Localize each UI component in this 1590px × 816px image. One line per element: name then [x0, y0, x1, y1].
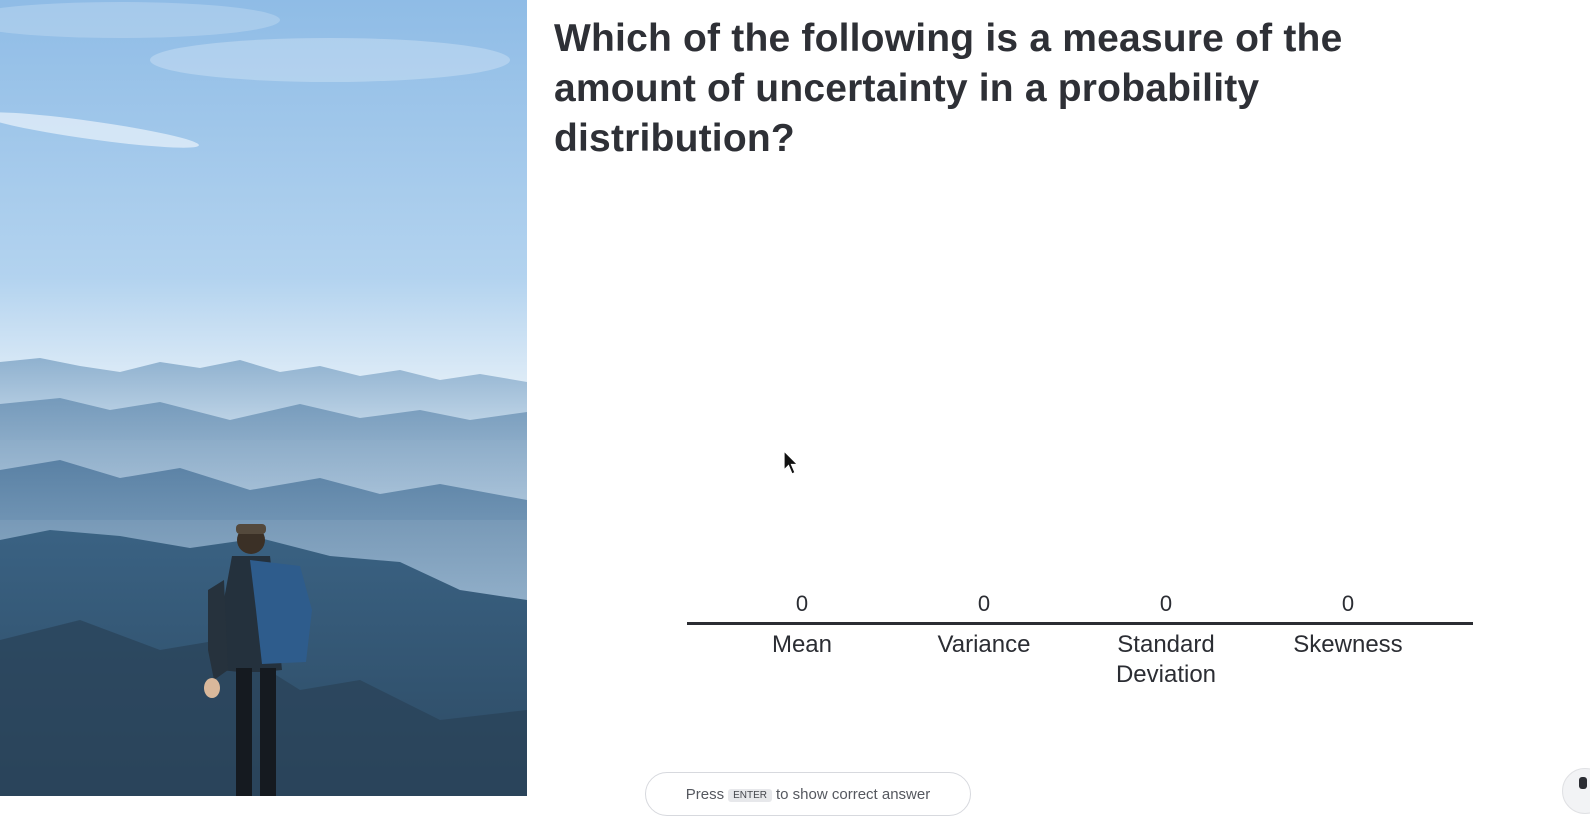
chart-baseline: [687, 622, 1473, 625]
arrow-cursor-icon: [783, 450, 799, 475]
category-label: Variance: [937, 631, 1031, 658]
bar-value-label: 0: [1159, 591, 1173, 616]
hint-suffix: to show correct answer: [776, 786, 931, 803]
presenter-badge-icon[interactable]: [1562, 768, 1590, 814]
category-label: Mean: [771, 631, 833, 658]
category-label: Standard Deviation: [1115, 631, 1217, 688]
show-answer-hint[interactable]: Press ENTER to show correct answer: [645, 772, 971, 816]
category-label: Skewness: [1293, 631, 1403, 658]
background-photo: [0, 0, 527, 796]
bar-value-label: 0: [977, 591, 991, 616]
question-title: Which of the following is a measure of t…: [554, 17, 1343, 160]
results-bar-chart: 0 Mean 0 Variance 0 Standard Deviation 0 Skewne…: [687, 580, 1477, 690]
mountain-hiker-image: [0, 0, 527, 796]
hiker-figure: [204, 524, 312, 796]
bar-value-label: 0: [795, 591, 809, 616]
question-slide: Which of the following is a measure of t…: [527, 0, 1590, 816]
bar-value-label: 0: [1341, 591, 1355, 616]
hint-prefix: Press: [685, 786, 725, 803]
